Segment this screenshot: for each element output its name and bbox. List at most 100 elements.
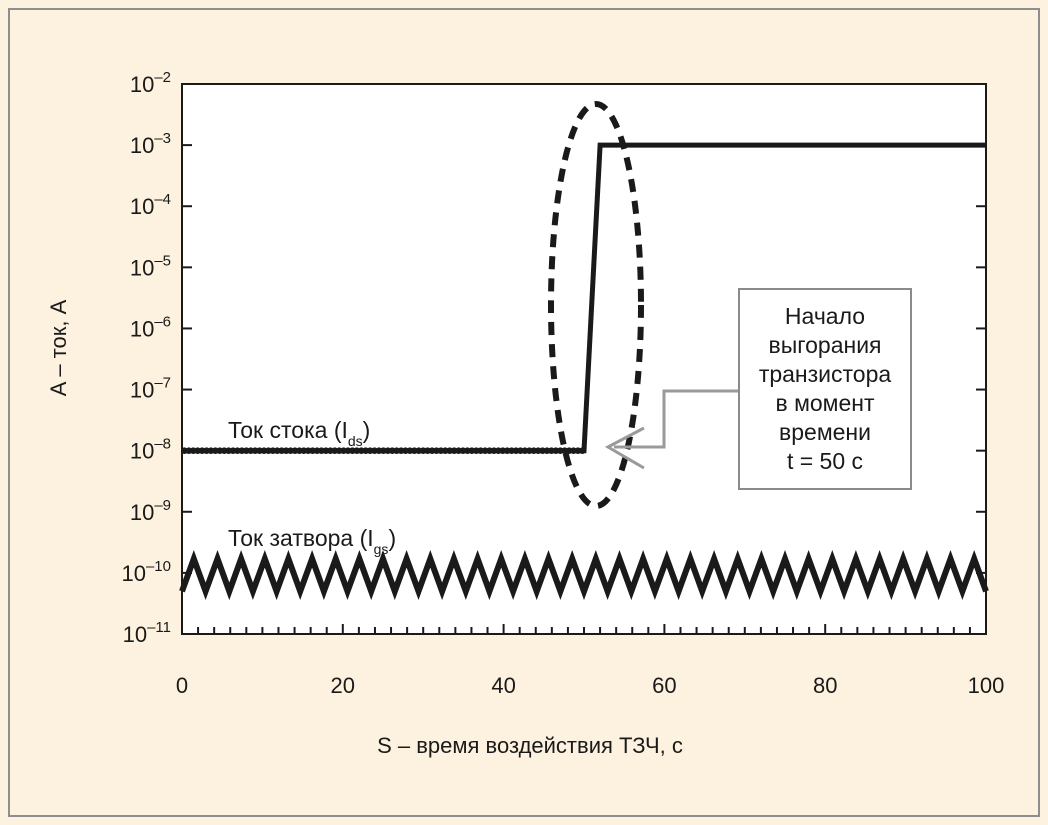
drain-current-point [781,142,786,148]
drain-current-point [648,142,654,148]
drain-current-point [631,142,636,148]
drain-current-point [936,142,941,148]
drain-current-point [927,142,932,148]
drain-current-point [896,142,901,148]
drain-current-point [799,142,804,148]
series-layer [179,142,989,601]
x-tick-label: 80 [813,673,837,698]
drain-current-point [847,142,853,148]
drain-current-point [905,142,910,148]
y-tick-label: 10–6 [130,313,171,341]
x-tick-label: 100 [968,673,1005,698]
drain-current-point [662,142,667,148]
drain-current-point [865,142,871,148]
drain-current-point [794,142,800,148]
drain-current-point [697,142,702,148]
drain-current-point [834,142,840,148]
drain-current-point [971,142,977,148]
drain-current-point [600,142,605,148]
x-tick-label: 60 [652,673,676,698]
drain-current-point [821,142,826,148]
drain-current-point [671,142,676,148]
drain-current-point [750,142,756,148]
drain-current-point [635,142,641,148]
drain-current-point [777,142,782,148]
drain-current-point [861,142,866,148]
drain-current-point [931,142,937,148]
drain-current-point [693,142,698,148]
annotation-line: в момент [775,390,875,416]
y-axis-ticks: 10–11 10–10 10–9 10–8 10–7 10–6 10–5 10–4 10–3 10… [121,69,986,647]
drain-current-point [949,142,955,148]
drain-current-point [839,142,844,148]
drain-current-point [909,142,915,148]
drain-current-point [755,142,760,148]
y-tick-label: 10–7 [130,375,171,403]
x-tick-label: 40 [491,673,515,698]
drain-current-point [945,142,950,148]
drain-current-point [688,142,694,148]
drain-current-point [772,142,778,148]
drain-current-point [609,142,614,148]
y-tick-label: 10–8 [130,436,171,464]
y-tick-label: 10–4 [130,191,171,219]
x-axis-ticks: 0 20 40 60 80 100 [176,624,1004,698]
drain-current-point [808,142,813,148]
drain-current-point [679,142,685,148]
drain-current-point [830,142,835,148]
drain-current-point [715,142,720,148]
annotation-line: времени [779,419,871,445]
drain-current-point [579,447,586,454]
drain-current-point [666,142,672,148]
drain-current-point [914,142,919,148]
y-tick-label: 10–2 [130,69,171,97]
y-tick-label: 10–10 [121,558,171,586]
drain-current-point [870,142,875,148]
x-tick-label: 20 [331,673,355,698]
annotation-line: t = 50 с [786,448,864,474]
gate-current-line [179,550,989,601]
drain-current-point [790,142,795,148]
drain-current-point [724,142,729,148]
drain-current-point [684,142,689,148]
drain-current-point [816,142,822,148]
drain-current-point [967,142,972,148]
drain-current-point [923,142,928,148]
drain-current-point [874,142,879,148]
gate-current-label: Ток затвора (Igs) [228,525,396,557]
drain-current-point [728,142,733,148]
y-axis-title: A – ток, А [46,299,71,396]
annotation-line: транзистора [758,361,892,387]
x-tick-label: 0 [176,673,188,698]
drain-current-point [675,142,680,148]
burnout-highlight-ellipse [548,101,644,509]
drain-current-point [613,142,618,148]
drain-current-point [856,142,862,148]
annotation-box: Начало выгорания транзистора в момент вр… [738,288,912,490]
x-axis-title: S – время воздействия ТЗЧ, с [377,733,683,758]
drain-current-point [719,142,725,148]
drain-current-point [604,142,610,148]
drain-current-label: Ток стока (Ids) [228,417,370,449]
drain-current-point [918,142,924,148]
drain-current-point [852,142,857,148]
annotation-line: Начало [784,303,866,329]
drain-current-point [763,142,769,148]
drain-current-point [825,142,831,148]
annotation-line: выгорания [768,332,882,358]
drain-current-point [732,142,738,148]
drain-current-point [940,142,946,148]
drain-current-point [768,142,773,148]
drain-current-point [843,142,848,148]
y-tick-label: 10–9 [130,497,171,525]
drain-current-point [644,142,649,148]
drain-current-point [958,142,963,148]
drain-current-point [759,142,764,148]
drain-current-point [737,142,742,148]
drain-current-point [962,142,968,148]
drain-current-point [701,142,707,148]
drain-current-point [706,142,711,148]
y-tick-label: 10–5 [130,252,171,280]
drain-current-point [653,142,658,148]
